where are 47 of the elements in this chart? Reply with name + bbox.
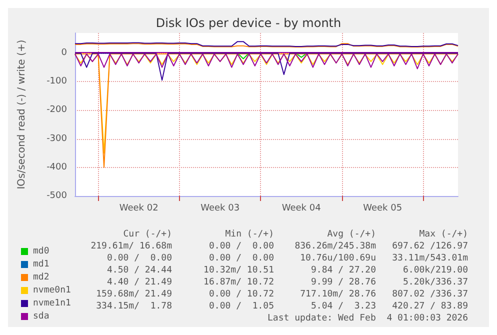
- legend-label: sda: [33, 312, 50, 322]
- legend-label: md1: [33, 260, 50, 270]
- text: 16.87m/ 10.72: [204, 278, 274, 288]
- text: 697.62 /126.97: [392, 242, 468, 252]
- x-tick-label: Week 02: [119, 204, 158, 214]
- text: Min (-/+): [225, 230, 274, 240]
- text: 10.76u/100.69u: [300, 254, 376, 264]
- text: 717.10m/ 28.76: [300, 290, 376, 300]
- text: 5.04 / 3.23: [310, 302, 376, 312]
- text: 9.84 / 27.20: [310, 266, 376, 276]
- text: 4.50 / 24.44: [106, 266, 172, 276]
- text: 10.32m/ 10.51: [204, 266, 274, 276]
- x-tick-label: Week 05: [363, 204, 402, 214]
- text: 0.00 / 0.00: [208, 254, 274, 264]
- text: 0.00 / 10.72: [208, 290, 274, 300]
- text: 33.11m/543.01m: [392, 254, 468, 264]
- text: 836.26m/245.38m: [294, 242, 376, 252]
- text: 807.02 /336.37: [392, 290, 468, 300]
- text: 334.15m/ 1.78: [96, 302, 172, 312]
- legend-label: nvme0n1: [33, 286, 71, 296]
- text: Last update: Wed Feb 4 01:00:03 2026: [268, 314, 468, 324]
- y-tick-label: -400: [46, 162, 68, 172]
- text: 6.00k/219.00: [402, 266, 468, 276]
- text: 4.40 / 21.49: [106, 278, 172, 288]
- y-axis-title: IOs/second read (-) / write (+): [16, 40, 28, 190]
- y-tick-label: -500: [46, 191, 68, 201]
- y-tick-label: -100: [46, 76, 68, 87]
- text: 0.00 / 0.00: [208, 242, 274, 252]
- text: Cur (-/+): [123, 230, 172, 240]
- text: 0.00 / 0.00: [106, 254, 172, 264]
- y-tick-label: -200: [46, 105, 68, 116]
- text: 5.20k/336.37: [402, 278, 468, 288]
- text: Max (-/+): [419, 230, 468, 240]
- y-tick-label: -300: [46, 134, 68, 144]
- legend-label: nvme1n1: [33, 298, 71, 308]
- legend-label: md2: [33, 272, 50, 282]
- text: 159.68m/ 21.49: [96, 290, 172, 300]
- x-tick-label: Week 04: [282, 204, 322, 214]
- text: 9.99 / 28.76: [310, 278, 376, 288]
- legend-label: md0: [33, 246, 50, 256]
- text: Avg (-/+): [327, 230, 376, 240]
- x-tick-label: Week 03: [200, 204, 240, 214]
- chart-title: Disk IOs per device - by month: [156, 16, 342, 30]
- y-tick-label: 0: [61, 48, 68, 58]
- text: 0.00 / 1.05: [208, 302, 274, 312]
- text: 219.61m/ 16.68m: [90, 242, 172, 252]
- text: 420.27 / 83.89: [392, 302, 468, 312]
